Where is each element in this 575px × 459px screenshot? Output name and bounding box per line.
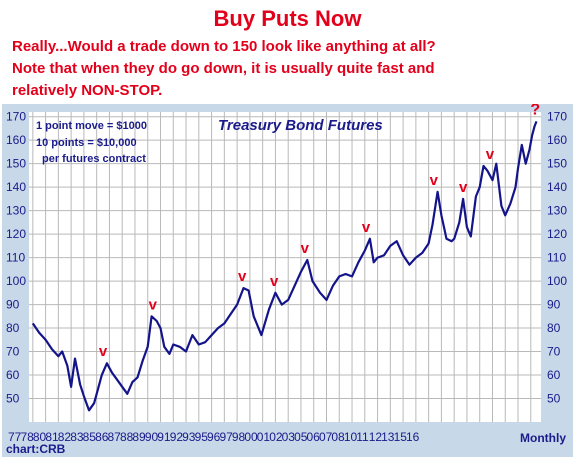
x-tick-label: 05 (294, 430, 308, 444)
grid (29, 112, 541, 422)
price-series-line (31, 120, 538, 412)
x-tick-label: 08 (331, 430, 345, 444)
x-tick-label: 07 (319, 430, 333, 444)
note-line-2: 10 points = $10,000 (36, 137, 137, 149)
x-tick-label: 16 (406, 430, 420, 444)
peak-marker: v (270, 273, 279, 290)
y-tick-label: 70 (6, 345, 20, 359)
x-tick-label: 93 (182, 430, 196, 444)
y-tick-label: 80 (547, 321, 561, 335)
x-tick-label: 01 (257, 430, 271, 444)
y-tick-label: 120 (6, 227, 26, 241)
x-tick-label: 80 (33, 430, 47, 444)
y-tick-label: 170 (547, 110, 567, 124)
x-tick-label: 88 (120, 430, 134, 444)
x-tick-label: 89 (132, 430, 146, 444)
y-tick-label: 50 (547, 392, 561, 406)
chart-source: chart:CRB (6, 442, 66, 456)
x-tick-label: 95 (195, 430, 209, 444)
peak-marker: v (486, 146, 495, 163)
y-tick-label: 120 (547, 227, 567, 241)
y-tick-label: 110 (547, 251, 566, 265)
y-tick-label: 110 (6, 251, 25, 265)
peak-marker: v (430, 172, 439, 189)
y-tick-label: 80 (6, 321, 20, 335)
y-tick-label: 70 (547, 345, 561, 359)
y-tick-label: 160 (6, 133, 26, 147)
y-tick-label: 130 (547, 204, 567, 218)
chart-title: Treasury Bond Futures (218, 117, 383, 134)
y-tick-label: 170 (6, 110, 26, 124)
y-tick-label: 150 (547, 157, 567, 171)
x-axis-ticks: 77 78 80 81 82 83 85 86 87 88 89 90 91 92 93 95 96 97 98 00… (8, 430, 420, 444)
x-tick-label: 03 (282, 430, 296, 444)
y-tick-label: 60 (547, 368, 561, 382)
x-tick-label: 15 (394, 430, 408, 444)
x-tick-label: 02 (269, 430, 283, 444)
peak-marker: v (459, 179, 468, 196)
y-tick-label: 150 (6, 157, 26, 171)
x-tick-label: 11 (356, 430, 369, 444)
x-tick-label: 00 (244, 430, 258, 444)
y-tick-label: 140 (547, 180, 567, 194)
x-tick-label: 83 (70, 430, 84, 444)
peak-marker: v (301, 240, 310, 257)
y-tick-label: 90 (6, 298, 20, 312)
question-marker: ? (530, 104, 540, 118)
x-tick-label: 10 (344, 430, 358, 444)
x-tick-label: 78 (20, 430, 34, 444)
y-tick-label: 90 (547, 298, 561, 312)
y-tick-label: 160 (547, 133, 567, 147)
x-tick-label: 06 (307, 430, 321, 444)
peak-marker: v (238, 268, 247, 285)
x-tick-label: 87 (108, 430, 122, 444)
chart-frame: 50 60 70 80 90 100 110 120 130 140 150 160 170 50 60 7… (2, 104, 573, 457)
y-axis-right: 50 60 70 80 90 100 110 120 130 140 150 160 170 (547, 110, 567, 406)
subtitle-line-3: relatively NON-STOP. (12, 82, 163, 99)
x-tick-label: 91 (157, 430, 171, 444)
y-axis-left: 50 60 70 80 90 100 110 120 130 140 150 160 170 (6, 110, 26, 406)
y-tick-label: 130 (6, 204, 26, 218)
headline: Buy Puts Now (213, 6, 362, 31)
y-tick-label: 50 (6, 392, 20, 406)
top-markers: v v v v v v v v v? (99, 104, 540, 360)
peak-marker: v (149, 296, 158, 313)
x-tick-label: 85 (83, 430, 97, 444)
x-tick-label: 86 (95, 430, 109, 444)
x-axis-label: Monthly (520, 431, 566, 445)
peak-marker: v (362, 219, 371, 236)
subtitle-line-2: Note that when they do go down, it is us… (12, 60, 435, 77)
y-tick-label: 60 (6, 368, 20, 382)
x-tick-label: 96 (207, 430, 221, 444)
peak-marker: v (99, 343, 108, 360)
x-tick-label: 82 (58, 430, 72, 444)
x-tick-label: 98 (232, 430, 246, 444)
x-tick-label: 77 (8, 430, 22, 444)
y-tick-label: 100 (547, 274, 567, 288)
x-tick-label: 97 (219, 430, 233, 444)
y-tick-label: 100 (6, 274, 26, 288)
note-line-1: 1 point move = $1000 (36, 120, 147, 132)
x-tick-label: 81 (45, 430, 59, 444)
y-tick-label: 140 (6, 180, 26, 194)
x-tick-label: 90 (145, 430, 159, 444)
x-tick-label: 92 (170, 430, 184, 444)
note-line-3: per futures contract (42, 153, 146, 165)
x-tick-label: 12 (369, 430, 383, 444)
subtitle-line-1: Really...Would a trade down to 150 look … (12, 38, 436, 55)
x-tick-label: 13 (381, 430, 395, 444)
